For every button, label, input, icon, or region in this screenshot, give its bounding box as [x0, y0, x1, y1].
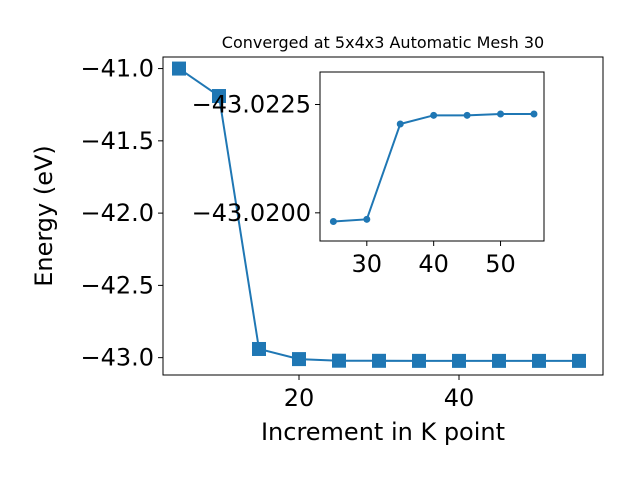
inset-chart: 30 40 50 −43.0225 −43.0200	[192, 71, 545, 279]
main-data-point	[452, 353, 466, 368]
inset-data-point	[430, 111, 438, 119]
main-data-point	[372, 353, 386, 368]
main-y-tick-label: −42.5	[80, 271, 154, 299]
inset-y-tick-label: −43.0200	[192, 199, 311, 227]
inset-x-tick-label: 40	[418, 250, 449, 278]
main-data-point	[572, 353, 586, 368]
inset-data-point	[329, 218, 337, 225]
inset-energy-series	[329, 110, 538, 225]
main-data-point	[532, 353, 546, 368]
main-plot-frame	[162, 56, 604, 376]
main-energy-series	[172, 61, 586, 368]
inset-data-point	[497, 110, 505, 118]
main-data-point	[492, 353, 506, 368]
inset-axis-ticks: 30 40 50 −43.0225 −43.0200	[192, 91, 516, 279]
main-data-point	[292, 352, 306, 367]
y-axis-label: Energy (eV)	[30, 145, 58, 287]
main-y-tick-label: −41.5	[80, 127, 154, 155]
inset-data-point	[396, 120, 404, 128]
main-y-tick-label: −41.0	[80, 55, 154, 83]
main-y-tick-label: −42.0	[80, 199, 154, 227]
main-data-point	[332, 353, 346, 368]
main-axis-ticks: 20 40 −41.0 −41.5 −42.0 −42.5 −43.0	[80, 55, 474, 412]
main-data-point	[412, 353, 426, 368]
inset-background	[320, 72, 544, 241]
inset-plot-frame	[319, 71, 545, 242]
main-data-point	[172, 61, 186, 76]
inset-x-tick-label: 50	[485, 250, 516, 278]
chart-title: Converged at 5x4x3 Automatic Mesh 30	[222, 33, 544, 52]
inset-y-tick-label: −43.0225	[192, 91, 311, 119]
main-x-tick-label: 40	[444, 384, 475, 412]
main-data-point	[252, 341, 266, 356]
x-axis-label: Increment in K point	[261, 418, 505, 446]
inset-data-point	[363, 215, 371, 223]
main-y-tick-label: −43.0	[80, 344, 154, 372]
inset-data-point	[530, 110, 538, 118]
main-chart: Converged at 5x4x3 Automatic Mesh 30 20 4…	[30, 33, 604, 446]
inset-x-tick-label: 30	[352, 250, 383, 278]
inset-data-point	[463, 111, 471, 119]
main-x-tick-label: 20	[284, 384, 315, 412]
main-data-point	[212, 89, 226, 104]
